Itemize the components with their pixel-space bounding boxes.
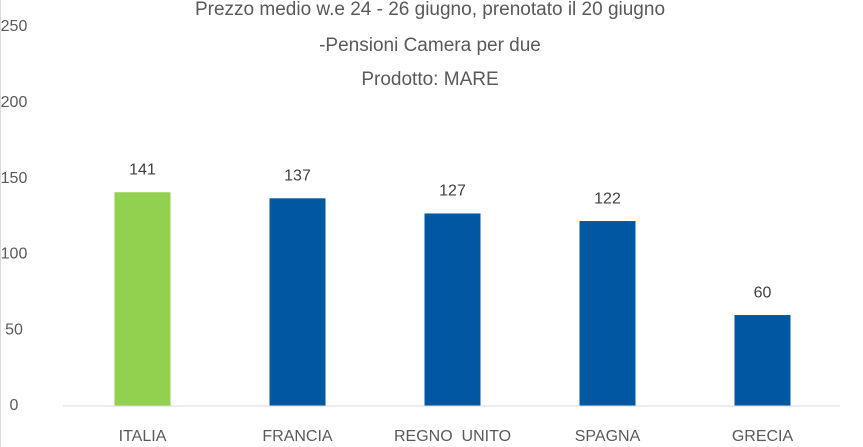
y-tick-label: 200 xyxy=(1,94,28,111)
x-tick-label: FRANCIA xyxy=(262,428,333,445)
chart-title: -Pensioni Camera per due xyxy=(319,35,541,56)
data-label: 141 xyxy=(129,161,156,178)
y-tick-label: 250 xyxy=(1,18,28,35)
x-tick-label: GRECIA xyxy=(732,428,794,445)
x-tick-label: REGNO UNITO xyxy=(394,428,511,445)
bar xyxy=(579,221,636,406)
bar xyxy=(114,192,171,406)
data-label: 127 xyxy=(439,183,466,200)
bar xyxy=(424,213,481,406)
y-tick-label: 50 xyxy=(5,321,23,338)
chart-title: Prodotto: MARE xyxy=(361,69,498,90)
x-tick-label: SPAGNA xyxy=(575,428,641,445)
chart-title: Prezzo medio w.e 24 - 26 giugno, prenota… xyxy=(195,0,665,20)
y-tick-label: 100 xyxy=(1,246,28,263)
data-label: 137 xyxy=(284,168,311,185)
data-label: 122 xyxy=(594,190,621,207)
y-tick-label: 0 xyxy=(10,397,19,414)
x-tick-label: ITALIA xyxy=(119,428,167,445)
bar xyxy=(734,315,791,406)
y-tick-label: 150 xyxy=(1,170,28,187)
data-label: 60 xyxy=(754,284,772,301)
bar xyxy=(269,198,326,406)
